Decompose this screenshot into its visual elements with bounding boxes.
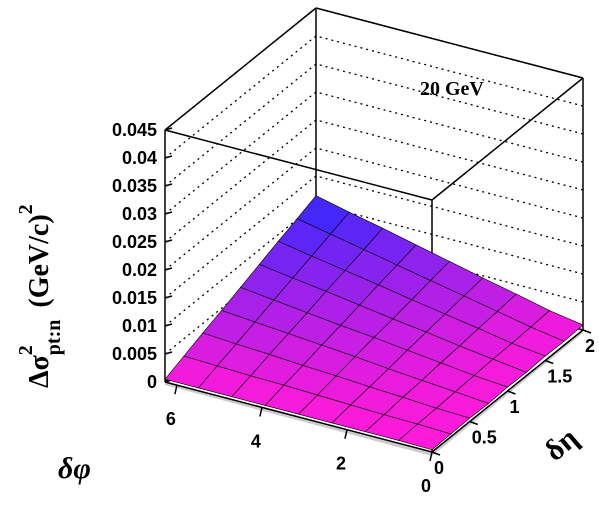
box-edge bbox=[315, 7, 584, 79]
x-tick-label: 2 bbox=[336, 454, 346, 474]
z-tick bbox=[164, 295, 173, 299]
grid-line bbox=[164, 35, 584, 159]
y-tick-label: 1.5 bbox=[547, 367, 572, 387]
grid-line bbox=[164, 203, 584, 327]
surface-cell bbox=[398, 423, 452, 451]
z-tick bbox=[164, 183, 173, 187]
z-title-unit: (GeV/c) bbox=[24, 214, 55, 307]
annotation: 20 GeV bbox=[420, 78, 484, 100]
grid-line bbox=[164, 91, 584, 215]
z-tick bbox=[164, 211, 173, 215]
z-tick bbox=[164, 155, 173, 159]
y-tick-label: 0 bbox=[434, 458, 444, 478]
x-tick-label: 6 bbox=[166, 409, 176, 429]
z-tick-label: 0.035 bbox=[112, 176, 157, 196]
x-tick bbox=[344, 429, 348, 439]
grid-line bbox=[164, 175, 584, 299]
z-tick-label: 0.01 bbox=[122, 316, 157, 336]
z-title-main: Δσ bbox=[24, 354, 55, 388]
y-axis-title: δη bbox=[538, 421, 584, 467]
z-tick-label: 0.025 bbox=[112, 232, 157, 252]
x-tick bbox=[259, 407, 263, 417]
z-tick-label: 0.02 bbox=[122, 260, 157, 280]
y-tick-label: 1 bbox=[510, 397, 520, 417]
z-title-sup: 2 bbox=[15, 345, 37, 355]
z-title-sub: pt:n bbox=[43, 320, 65, 356]
z-title-unit-sup: 2 bbox=[15, 204, 37, 214]
z-tick-label: 0.03 bbox=[122, 204, 157, 224]
box-edge bbox=[164, 7, 317, 131]
z-tick bbox=[164, 239, 173, 243]
z-tick-label: 0.045 bbox=[112, 120, 157, 140]
z-axis-title: Δσ2 pt:n(GeV/c)2 bbox=[15, 204, 65, 388]
x-tick-label: 4 bbox=[251, 431, 261, 451]
x-tick bbox=[174, 384, 178, 395]
x-tick bbox=[429, 451, 433, 462]
z-tick bbox=[164, 351, 173, 355]
z-tick-label: 0.005 bbox=[112, 344, 157, 364]
y-tick-label: 2 bbox=[585, 336, 595, 356]
x-axis-title: δφ bbox=[58, 452, 91, 485]
z-tick-label: 0 bbox=[147, 372, 157, 392]
grid-line bbox=[164, 147, 584, 271]
grid-line bbox=[164, 119, 584, 243]
z-tick bbox=[164, 323, 173, 327]
y-tick bbox=[469, 420, 479, 426]
y-tick bbox=[544, 359, 554, 365]
z-tick bbox=[164, 267, 173, 271]
y-tick bbox=[507, 390, 516, 395]
y-tick bbox=[431, 451, 441, 456]
box-edge bbox=[431, 77, 584, 201]
box-edge bbox=[164, 129, 433, 201]
z-tick-label: 0.015 bbox=[112, 288, 157, 308]
z-tick-label: 0.04 bbox=[122, 148, 157, 168]
grid-line bbox=[164, 63, 584, 187]
x-tick-label: 0 bbox=[421, 476, 431, 496]
y-tick-label: 0.5 bbox=[472, 428, 497, 448]
grid-line bbox=[164, 7, 584, 131]
y-tick bbox=[582, 329, 592, 334]
grid-line bbox=[164, 231, 584, 355]
x-axis bbox=[164, 381, 433, 453]
